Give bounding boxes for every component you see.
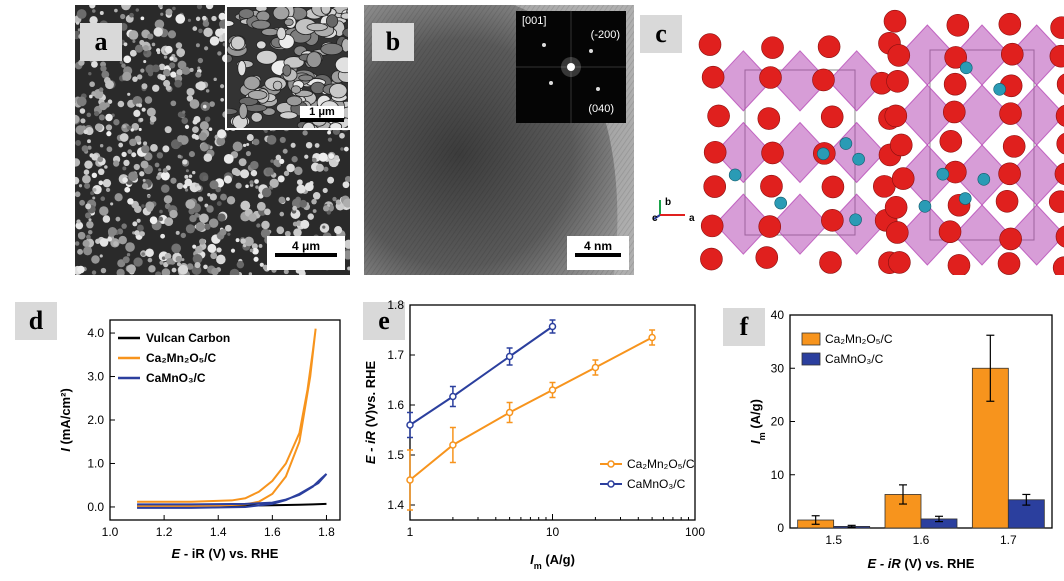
legend-label: Ca₂Mn₂O₅/C [146, 351, 217, 365]
x-tick-label: 100 [685, 525, 705, 539]
axis-label-a: a [689, 213, 695, 224]
fft-spot-200: (-200) [590, 29, 620, 41]
y-axis-label: E - iR (V)vs. RHE [363, 361, 378, 465]
x-tick-label: 1.6 [264, 525, 281, 539]
sem-scale-label: 4 μm [291, 239, 321, 253]
data-point [548, 322, 557, 331]
data-point [505, 408, 514, 417]
sem-scale-bar: 4 μm [267, 236, 345, 270]
sem-scale-line [275, 253, 337, 257]
legend-label: Ca₂Mn₂O₅/C [627, 457, 695, 471]
x-axis-label: E - iR (V) vs. RHE [172, 546, 279, 561]
tem-scale-label: 4 nm [583, 239, 612, 253]
x-tick-label: 1.2 [156, 525, 173, 539]
y-tick-label: 40 [771, 308, 785, 322]
y-tick-label: 1.7 [387, 348, 404, 362]
inset-scale-line [300, 118, 344, 122]
data-point [449, 392, 457, 401]
fft-inset: [001] (-200) (040) [516, 11, 626, 123]
panel-f: f 0 10 20 30 40 1.5 1.6 1.7 E - iR (V) vs. RHE Im… [715, 290, 1064, 581]
chart-d: 1.0 1.2 1.4 1.6 1.8 0.0 1.0 2.0 3.0 4.0 E - iR (V)… [58, 319, 341, 561]
crystal-structures [653, 9, 1064, 275]
data-point [648, 333, 656, 342]
y-tick-label: 0 [777, 521, 784, 535]
y-tick-label: 2.0 [87, 413, 104, 427]
fft-pattern [516, 11, 626, 123]
x-tick-label: 1.5 [825, 533, 842, 547]
series-line [409, 325, 554, 426]
chart-f: 0 10 20 30 40 1.5 1.6 1.7 E - iR (V) vs. RHE Im (… [748, 308, 1053, 571]
panel-d: d 1.0 1.2 1.4 1.6 1.8 0.0 1.0 2.0 3.0 4.0 E - iR (… [0, 290, 355, 581]
panel-a: 1 μm a 4 μm [75, 5, 350, 275]
sem-inset: 1 μm [225, 5, 350, 130]
x-tick-label: 1.7 [1000, 533, 1017, 547]
tem-scale-bar: 4 nm [567, 236, 629, 270]
data-point [406, 421, 414, 429]
panel-b: [001] (-200) (040) b 4 nm [364, 5, 634, 275]
legend-marker [607, 480, 615, 488]
y-tick-label: 3.0 [87, 370, 104, 384]
fft-zone-label: [001] [522, 15, 547, 27]
legend-marker [607, 460, 615, 468]
data-point [591, 363, 600, 372]
data-point [505, 352, 514, 361]
axis-c-arrow [653, 214, 661, 220]
x-axis-label: E - iR (V) vs. RHE [868, 556, 975, 571]
x-tick-label: 1.6 [913, 533, 930, 547]
data-point [449, 441, 457, 449]
panel-label-d: d [15, 302, 57, 340]
x-tick-label: 1.8 [318, 525, 335, 539]
legend-swatch [801, 352, 821, 366]
y-tick-label: 1.0 [87, 456, 104, 470]
data-point [406, 476, 414, 484]
x-tick-label: 1 [407, 525, 414, 539]
panel-label-b: b [372, 23, 414, 61]
y-tick-label: 1.8 [387, 298, 404, 312]
y-tick-label: 20 [771, 415, 785, 429]
y-tick-label: 1.5 [387, 448, 404, 462]
x-axis-label: Im (A/g) [530, 552, 575, 571]
axis-label-b: b [665, 197, 672, 208]
series-line [409, 336, 653, 481]
chart-e: 1 10 100 1.4 1.5 1.6 1.7 1.8 Im (A/g) E - iR (V)v… [363, 298, 705, 571]
tem-scale-line [575, 253, 621, 257]
legend-label: CaMnO₃/C [146, 371, 206, 385]
y-tick-label: 1.6 [387, 398, 404, 412]
panel-c: c b a c [640, 5, 1064, 275]
x-tick-label: 1.0 [102, 525, 119, 539]
legend-label: Vulcan Carbon [146, 331, 230, 345]
panel-label-c: c [640, 15, 682, 53]
panel-label-a: a [80, 23, 122, 61]
axis-label-c: c [652, 213, 658, 224]
legend-label: CaMnO₃/C [627, 477, 686, 491]
y-tick-label: 30 [771, 361, 785, 375]
series-line [137, 473, 328, 509]
y-tick-label: 4.0 [87, 326, 104, 340]
inset-scale-bar: 1 μm [300, 106, 344, 122]
y-tick-label: 10 [771, 468, 785, 482]
legend-label: CaMnO₃/C [825, 352, 884, 366]
y-axis-label: Im (A/g) [748, 399, 767, 444]
x-tick-label: 1.4 [210, 525, 227, 539]
y-tick-label: 0.0 [87, 500, 104, 514]
fft-spot-040: (040) [588, 103, 614, 115]
x-tick-label: 10 [546, 525, 560, 539]
panel-label-e: e [363, 302, 405, 340]
inset-scale-label: 1 μm [300, 106, 344, 118]
legend-swatch [801, 332, 821, 346]
data-point [548, 386, 557, 394]
panel-e: e 1 10 100 1.4 1.5 1.6 1.7 1.8 Im (A/g) E - iR (V… [355, 290, 715, 581]
structure-ca2mn2o5 [883, 9, 1064, 275]
legend-label: Ca₂Mn₂O₅/C [825, 332, 893, 346]
panel-label-f: f [723, 308, 765, 346]
y-axis-label: I (mA/cm²) [58, 388, 73, 452]
y-tick-label: 1.4 [387, 498, 404, 512]
structure-camno3 [698, 31, 902, 274]
